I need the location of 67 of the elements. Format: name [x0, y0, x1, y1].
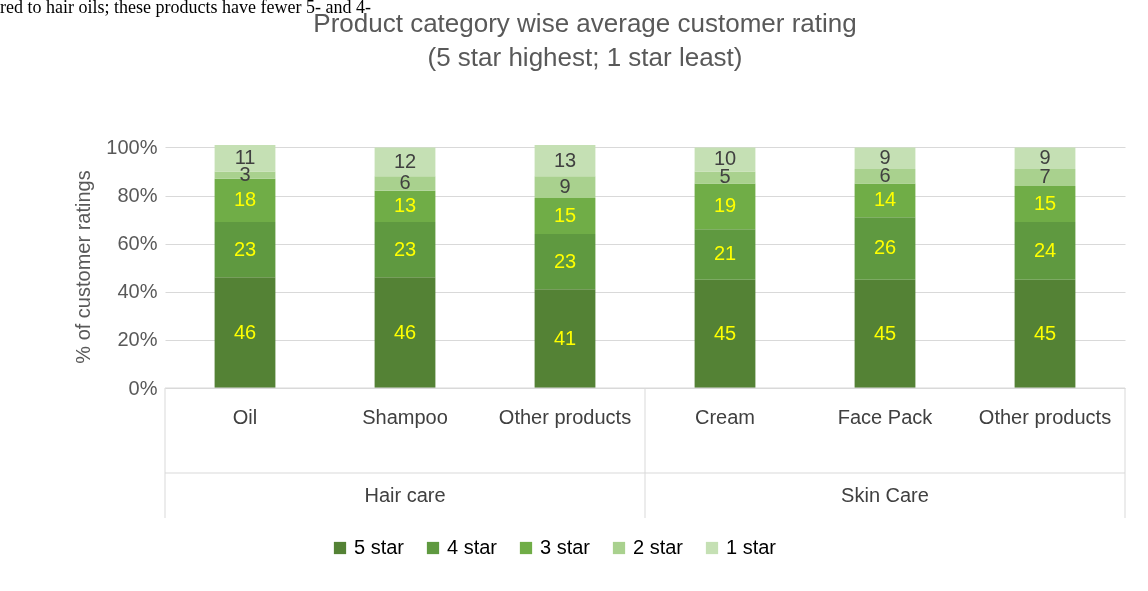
- bar: [694, 229, 756, 280]
- bar: [694, 183, 756, 230]
- bar: [854, 279, 916, 388]
- data-label: 41: [553, 326, 577, 349]
- bar: [374, 147, 436, 177]
- bar: [534, 234, 596, 290]
- data-label: 6: [399, 171, 411, 194]
- y-tick-label: 60%: [117, 232, 158, 255]
- data-label: 45: [713, 321, 737, 344]
- data-label: 19: [713, 194, 737, 217]
- data-label: 46: [393, 320, 417, 343]
- text: Hair care: [364, 484, 446, 506]
- bar: [374, 190, 436, 222]
- legend-label: 1 star: [726, 536, 777, 558]
- bar: [1014, 221, 1076, 280]
- y-axis-title: % of customer ratings: [72, 170, 95, 364]
- legend-label: 2 star: [633, 536, 684, 558]
- bar: [374, 277, 436, 388]
- x-tick-label: Face Pack: [837, 406, 934, 428]
- data-label: 15: [1033, 191, 1057, 214]
- data-label: 23: [233, 237, 257, 260]
- bar: [214, 221, 276, 278]
- legend-label: 5 star: [354, 536, 405, 558]
- data-label: 23: [393, 237, 417, 260]
- x-tick-label: Other products: [978, 406, 1112, 428]
- data-label: 26: [873, 236, 897, 259]
- bar: [854, 183, 916, 218]
- bar: [214, 277, 276, 388]
- data-label: 3: [239, 163, 251, 186]
- bar: [534, 197, 596, 235]
- x-tick-label: Oil: [232, 406, 258, 428]
- x-tick-label: Other products: [498, 406, 632, 428]
- data-label: 24: [1033, 238, 1057, 261]
- data-label: 13: [393, 194, 417, 217]
- y-tick-label: 0%: [128, 376, 158, 399]
- bar: [1014, 169, 1076, 186]
- data-label: 15: [553, 203, 577, 226]
- data-label: 18: [233, 188, 257, 211]
- data-label: 46: [233, 320, 257, 343]
- data-label: 45: [1033, 321, 1057, 344]
- bar: [1014, 279, 1076, 388]
- bar: [1014, 185, 1076, 222]
- data-label: 23: [553, 249, 577, 272]
- x-tick-label: Cream: [694, 406, 756, 428]
- x-tick-label: Shampoo: [362, 406, 448, 428]
- bar: [374, 221, 436, 278]
- data-label: 21: [713, 242, 737, 265]
- bar: [854, 217, 916, 280]
- data-label: 14: [873, 188, 897, 211]
- y-tick-label: 20%: [117, 328, 158, 351]
- legend-label: 4 star: [447, 536, 498, 558]
- y-tick-label: 100%: [106, 135, 158, 158]
- bar: [534, 289, 596, 388]
- data-label: 12: [393, 149, 417, 172]
- bar: [534, 176, 596, 198]
- bar: [854, 147, 916, 170]
- bar: [374, 176, 436, 191]
- bar: [534, 145, 596, 177]
- bar: [694, 279, 756, 388]
- bar: [1014, 147, 1076, 170]
- data-label: 45: [873, 321, 897, 344]
- legend-label: 3 star: [540, 536, 591, 558]
- data-label: 9: [559, 175, 571, 198]
- text: Skin Care: [841, 484, 929, 506]
- y-tick-label: 40%: [117, 280, 158, 303]
- data-label: 13: [553, 148, 577, 171]
- y-tick-label: 80%: [117, 184, 158, 207]
